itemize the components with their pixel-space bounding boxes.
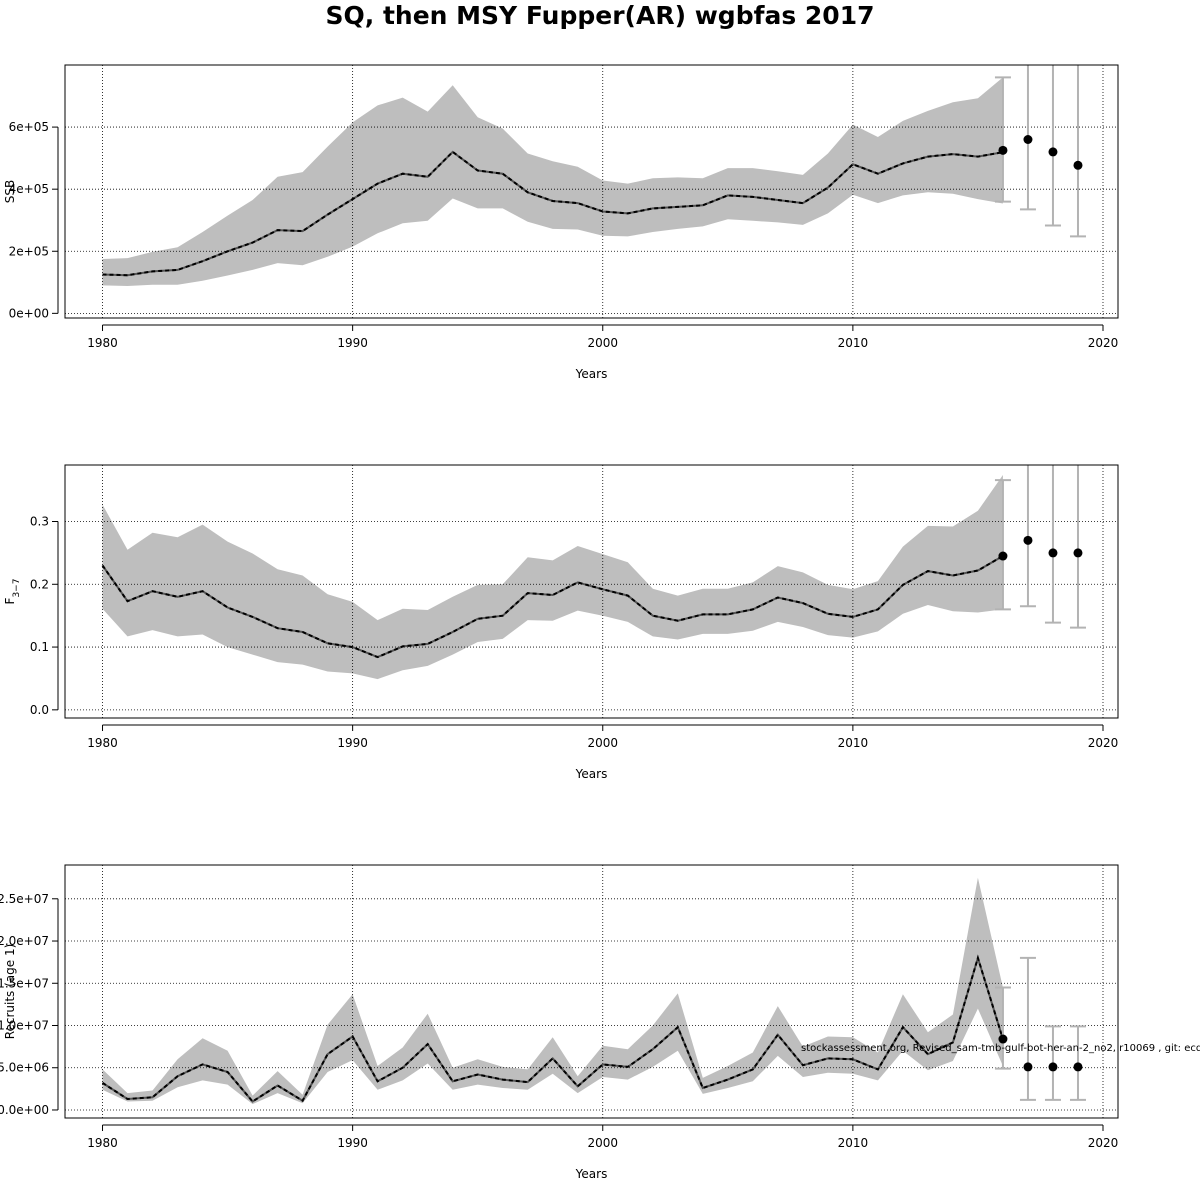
x-tick-label: 1980: [87, 1136, 118, 1150]
y-tick-label: 0.2: [30, 577, 49, 591]
panel-fbar: 1980 1990 2000 2010 2020 Years 0.0 0.1 0.2 0.3 F3−…: [3, 464, 1119, 781]
y-axis-label: F3−7: [3, 579, 22, 605]
y-tick-label: 2.5e+07: [0, 892, 49, 906]
forecast-point: [1023, 135, 1033, 145]
forecast-point: [1073, 1062, 1083, 1072]
y-tick-label: 2.0e+07: [0, 934, 49, 948]
x-tick-label: 2010: [838, 336, 869, 350]
confidence-band: [102, 475, 1003, 680]
y-tick-label: 0.0: [30, 703, 49, 717]
x-tick-label: 2000: [587, 1136, 618, 1150]
plot-frame: [64, 864, 1119, 1119]
y-tick-label: 6e+05: [9, 120, 49, 134]
x-tick-label: 2020: [1088, 1136, 1119, 1150]
x-tick-label: 1990: [337, 736, 368, 750]
forecast-point: [1048, 147, 1058, 157]
x-tick-label: 1980: [87, 736, 118, 750]
x-tick-label: 2020: [1088, 336, 1119, 350]
y-axis-label: Recruits (age 1): [3, 944, 17, 1040]
estimate-line: [101, 555, 1004, 659]
x-tick-label: 1990: [337, 1136, 368, 1150]
y-axis-label: SSB: [3, 180, 17, 203]
y-tick-label: 1.5e+07: [0, 976, 49, 990]
y-axis-label-subscript: 3−7: [12, 579, 22, 598]
forecast-point: [1048, 548, 1058, 558]
panel-recruits: 1980 1990 2000 2010 2020 Years 0.0e+00 5.0e+06 1…: [0, 864, 1119, 1181]
panel-ssb: 1980 1990 2000 2010 2020 Years 0e+00 2e+05 4e+05…: [3, 64, 1119, 381]
y-tick-label: 0.3: [30, 515, 49, 529]
forecast-point: [998, 1034, 1008, 1044]
forecast-point: [1048, 1062, 1058, 1072]
forecast-point: [1073, 160, 1083, 170]
x-tick-label: 2020: [1088, 736, 1119, 750]
x-tick-label: 1990: [337, 336, 368, 350]
confidence-band: [102, 77, 1003, 287]
forecast-point: [1023, 1062, 1033, 1072]
forecast-point: [1023, 535, 1033, 545]
y-tick-label: 0e+00: [9, 306, 49, 320]
x-tick-label: 1980: [87, 336, 118, 350]
x-tick-label: 2010: [838, 1136, 869, 1150]
forecast-point: [998, 551, 1008, 561]
estimate-line: [102, 150, 1004, 277]
forecast-point: [998, 145, 1008, 155]
y-tick-label: 4e+05: [9, 182, 49, 196]
y-tick-label: 5.0e+06: [0, 1061, 49, 1075]
forecast-point: [1073, 548, 1083, 558]
y-tick-label: 1.0e+07: [0, 1019, 49, 1033]
y-tick-label: 2e+05: [9, 244, 49, 258]
plot-frame: [64, 64, 1119, 319]
y-tick-label: 0.0e+00: [0, 1103, 49, 1117]
x-axis-label: Years: [575, 767, 608, 781]
y-tick-label: 0.1: [30, 640, 49, 654]
x-axis-label: Years: [575, 1167, 608, 1181]
confidence-band: [102, 877, 1003, 1105]
x-tick-label: 2000: [587, 336, 618, 350]
x-tick-label: 2010: [838, 736, 869, 750]
x-axis-label: Years: [575, 367, 608, 381]
chart-title: SQ, then MSY Fupper(AR) wgbfas 2017: [325, 1, 875, 30]
footnote-text: stockassessment.org, Revised_sam-tmb-gul…: [801, 1043, 1200, 1054]
estimate-line: [101, 954, 1004, 1103]
x-tick-label: 2000: [587, 736, 618, 750]
plot-frame: [64, 464, 1119, 719]
